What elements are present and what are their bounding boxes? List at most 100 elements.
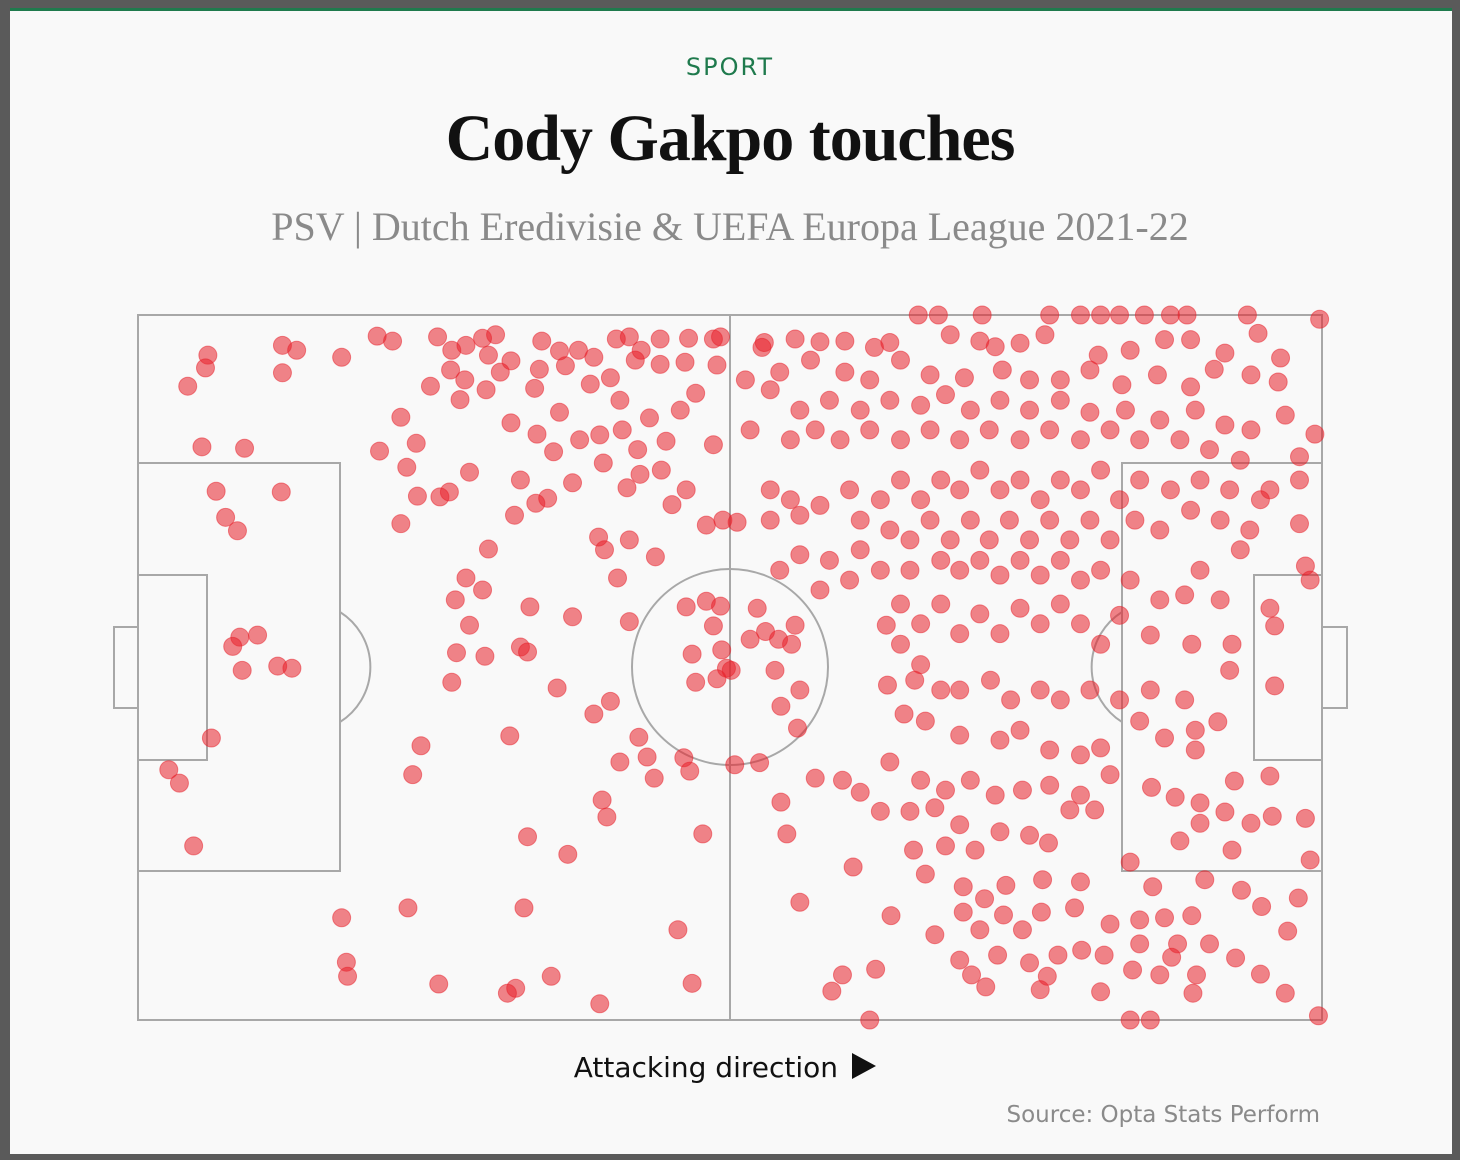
touch-point xyxy=(1210,510,1230,530)
touch-point xyxy=(1190,813,1210,833)
touch-point xyxy=(227,521,247,541)
touch-point xyxy=(407,486,427,506)
touch-point xyxy=(1120,852,1140,872)
touch-point xyxy=(682,644,702,664)
touch-point xyxy=(232,660,252,680)
touch-point xyxy=(547,678,567,698)
touch-point xyxy=(711,596,731,616)
touch-point xyxy=(420,376,440,396)
touch-point xyxy=(1112,375,1132,395)
touch-point xyxy=(1010,598,1030,618)
touch-point xyxy=(397,457,417,477)
touch-point xyxy=(1200,440,1220,460)
touch-point xyxy=(1275,983,1295,1003)
touch-point xyxy=(777,824,797,844)
touch-point xyxy=(455,370,475,390)
touch-point xyxy=(935,780,955,800)
touch-point xyxy=(953,902,973,922)
touch-point xyxy=(915,711,935,731)
touch-point xyxy=(911,395,931,415)
touch-point xyxy=(840,570,860,590)
touch-point xyxy=(406,433,426,453)
touch-point xyxy=(650,354,670,374)
touch-point xyxy=(835,362,855,382)
touch-point xyxy=(835,331,855,351)
touch-point xyxy=(1091,560,1111,580)
touch-point xyxy=(1110,690,1130,710)
touch-point xyxy=(590,994,610,1014)
touch-point xyxy=(920,510,940,530)
touch-point xyxy=(1091,982,1111,1002)
touch-point xyxy=(1120,1010,1140,1030)
touch-point xyxy=(880,520,900,540)
touch-point xyxy=(1250,490,1270,510)
touch-point xyxy=(880,752,900,772)
touch-point xyxy=(584,347,604,367)
touch-point xyxy=(460,615,480,635)
touch-point xyxy=(915,864,935,884)
touch-point xyxy=(1182,906,1202,926)
touch-point xyxy=(950,950,970,970)
touch-point xyxy=(1222,840,1242,860)
touch-point xyxy=(1265,616,1285,636)
touch-point xyxy=(1231,880,1251,900)
touch-point xyxy=(680,761,700,781)
touch-point xyxy=(960,400,980,420)
touch-point xyxy=(900,530,920,550)
touch-point xyxy=(656,431,676,451)
touch-point xyxy=(1305,424,1325,444)
touch-point xyxy=(782,634,802,654)
touch-point xyxy=(282,658,302,678)
touch-point xyxy=(819,550,839,570)
touch-point xyxy=(1030,490,1050,510)
touch-point xyxy=(976,977,996,997)
touch-point xyxy=(1220,480,1240,500)
touch-point xyxy=(1080,402,1100,422)
touch-point xyxy=(980,670,1000,690)
touch-point xyxy=(476,380,496,400)
touch-point xyxy=(765,660,785,680)
touch-point xyxy=(478,345,498,365)
touch-point xyxy=(338,966,358,986)
touch-point xyxy=(568,340,588,360)
touch-point xyxy=(675,352,695,372)
touch-point xyxy=(712,640,732,660)
touch-point xyxy=(600,691,620,711)
goal xyxy=(1321,626,1348,709)
touch-point xyxy=(206,481,226,501)
touch-point xyxy=(629,727,649,747)
touch-point xyxy=(908,305,928,325)
touch-point xyxy=(725,755,745,775)
touch-point xyxy=(1186,965,1206,985)
touch-point xyxy=(391,514,411,534)
touch-point xyxy=(1125,510,1145,530)
touch-point xyxy=(1150,965,1170,985)
touch-point xyxy=(911,614,931,634)
touch-point xyxy=(1260,598,1280,618)
penalty-arc xyxy=(339,611,372,723)
touch-point xyxy=(905,670,925,690)
touch-point xyxy=(1080,680,1100,700)
direction-arrow xyxy=(852,1053,876,1079)
chart-title: Cody Gakpo touches xyxy=(446,102,1015,175)
touch-point xyxy=(711,327,731,347)
touch-point xyxy=(877,675,897,695)
touch-point xyxy=(1115,400,1135,420)
touch-point xyxy=(525,378,545,398)
touch-point xyxy=(1085,800,1105,820)
touch-point xyxy=(1050,594,1070,614)
touch-point xyxy=(703,435,723,455)
touch-point xyxy=(1175,690,1195,710)
touch-point xyxy=(832,965,852,985)
touch-point xyxy=(1241,813,1261,833)
touch-point xyxy=(1290,470,1310,490)
touch-point xyxy=(994,905,1014,925)
touch-point xyxy=(832,770,852,790)
touch-point xyxy=(850,540,870,560)
touch-point xyxy=(787,718,807,738)
touch-point xyxy=(1110,605,1130,625)
touch-point xyxy=(1147,365,1167,385)
touch-point xyxy=(1040,740,1060,760)
touch-point xyxy=(1048,945,1068,965)
touch-point xyxy=(1050,550,1070,570)
